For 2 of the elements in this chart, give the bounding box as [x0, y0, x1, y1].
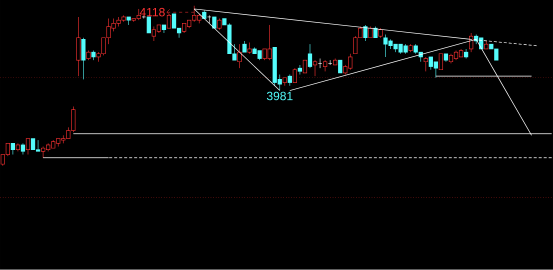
annotation: 3981: [266, 92, 293, 100]
annotation: 4118: [140, 8, 165, 17]
